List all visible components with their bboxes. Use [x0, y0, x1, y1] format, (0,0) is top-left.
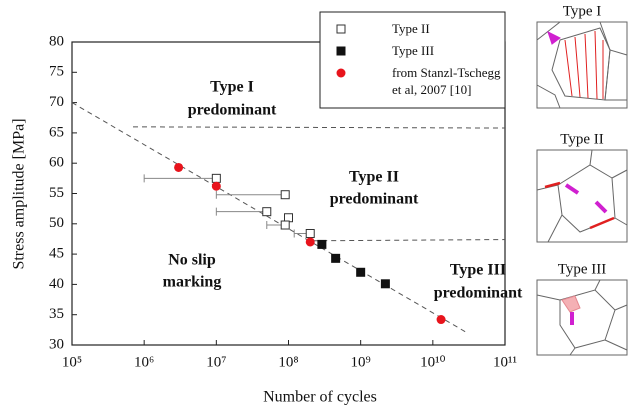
point: [305, 228, 315, 238]
annotation: Type II: [349, 169, 399, 186]
annotation: Type III: [450, 262, 506, 279]
point: [317, 239, 327, 249]
legend-marker: [336, 46, 346, 56]
point: [280, 190, 290, 200]
point: [174, 162, 184, 172]
annotation: predominant: [434, 285, 523, 302]
y-tick-label: 30: [49, 336, 64, 352]
panel-type-1: [536, 21, 628, 109]
y-tick-label: 80: [49, 33, 64, 49]
point: [305, 237, 315, 247]
point: [262, 207, 272, 217]
annotation: No slip: [168, 252, 216, 269]
x-tick-label: 10⁵: [62, 354, 82, 370]
legend-marker: [336, 24, 346, 34]
legend-label: Type II: [392, 21, 430, 36]
error-bar: [143, 174, 217, 183]
legend-box: [319, 11, 506, 109]
y-tick-label: 55: [49, 185, 64, 201]
legend-label: from Stanzl-Tschegg et al, 2007 [10]: [392, 65, 501, 97]
panel-type-3: [536, 279, 628, 356]
dashed-line: [132, 126, 506, 129]
point: [436, 315, 446, 325]
legend-marker: [336, 68, 346, 78]
panel-title: Type I: [563, 3, 602, 19]
y-tick-label: 60: [49, 155, 64, 171]
y-tick-label: 75: [49, 64, 64, 80]
legend-label: Type III: [392, 43, 435, 58]
y-tick-label: 65: [49, 124, 64, 140]
panel-title: Type II: [560, 131, 604, 147]
point: [356, 267, 366, 277]
x-tick-label: 10¹⁰: [420, 354, 446, 370]
annotation: predominant: [330, 191, 419, 208]
annotation: marking: [163, 274, 222, 291]
x-tick-label: 10⁶: [134, 354, 154, 370]
point: [211, 173, 221, 183]
y-tick-label: 45: [49, 246, 64, 262]
y-axis-label: Stress amplitude [MPa]: [11, 118, 28, 269]
dashed-line: [71, 102, 468, 334]
y-tick-label: 50: [49, 215, 64, 231]
error-bar: [215, 207, 267, 216]
legend-symbol: [336, 46, 346, 56]
y-tick-label: 35: [49, 306, 64, 322]
x-tick-label: 10⁹: [351, 354, 371, 370]
legend-symbol: [336, 68, 346, 78]
dashed-line: [313, 239, 506, 242]
y-tick-label: 70: [49, 94, 64, 110]
x-tick-label: 10¹¹: [493, 354, 517, 370]
legend-symbol: [336, 24, 346, 34]
point: [280, 220, 290, 230]
y-tick-label: 40: [49, 276, 64, 292]
annotation: Type I: [210, 79, 254, 96]
panel-title: Type III: [558, 261, 607, 277]
x-tick-label: 10⁸: [278, 354, 298, 370]
x-tick-label: 10⁷: [206, 354, 226, 370]
panel-type-2: [536, 149, 628, 243]
error-bar: [215, 190, 286, 199]
annotation: predominant: [188, 102, 277, 119]
point: [211, 181, 221, 191]
point: [380, 279, 390, 289]
x-axis-label: Number of cycles: [263, 389, 377, 406]
point: [331, 253, 341, 263]
